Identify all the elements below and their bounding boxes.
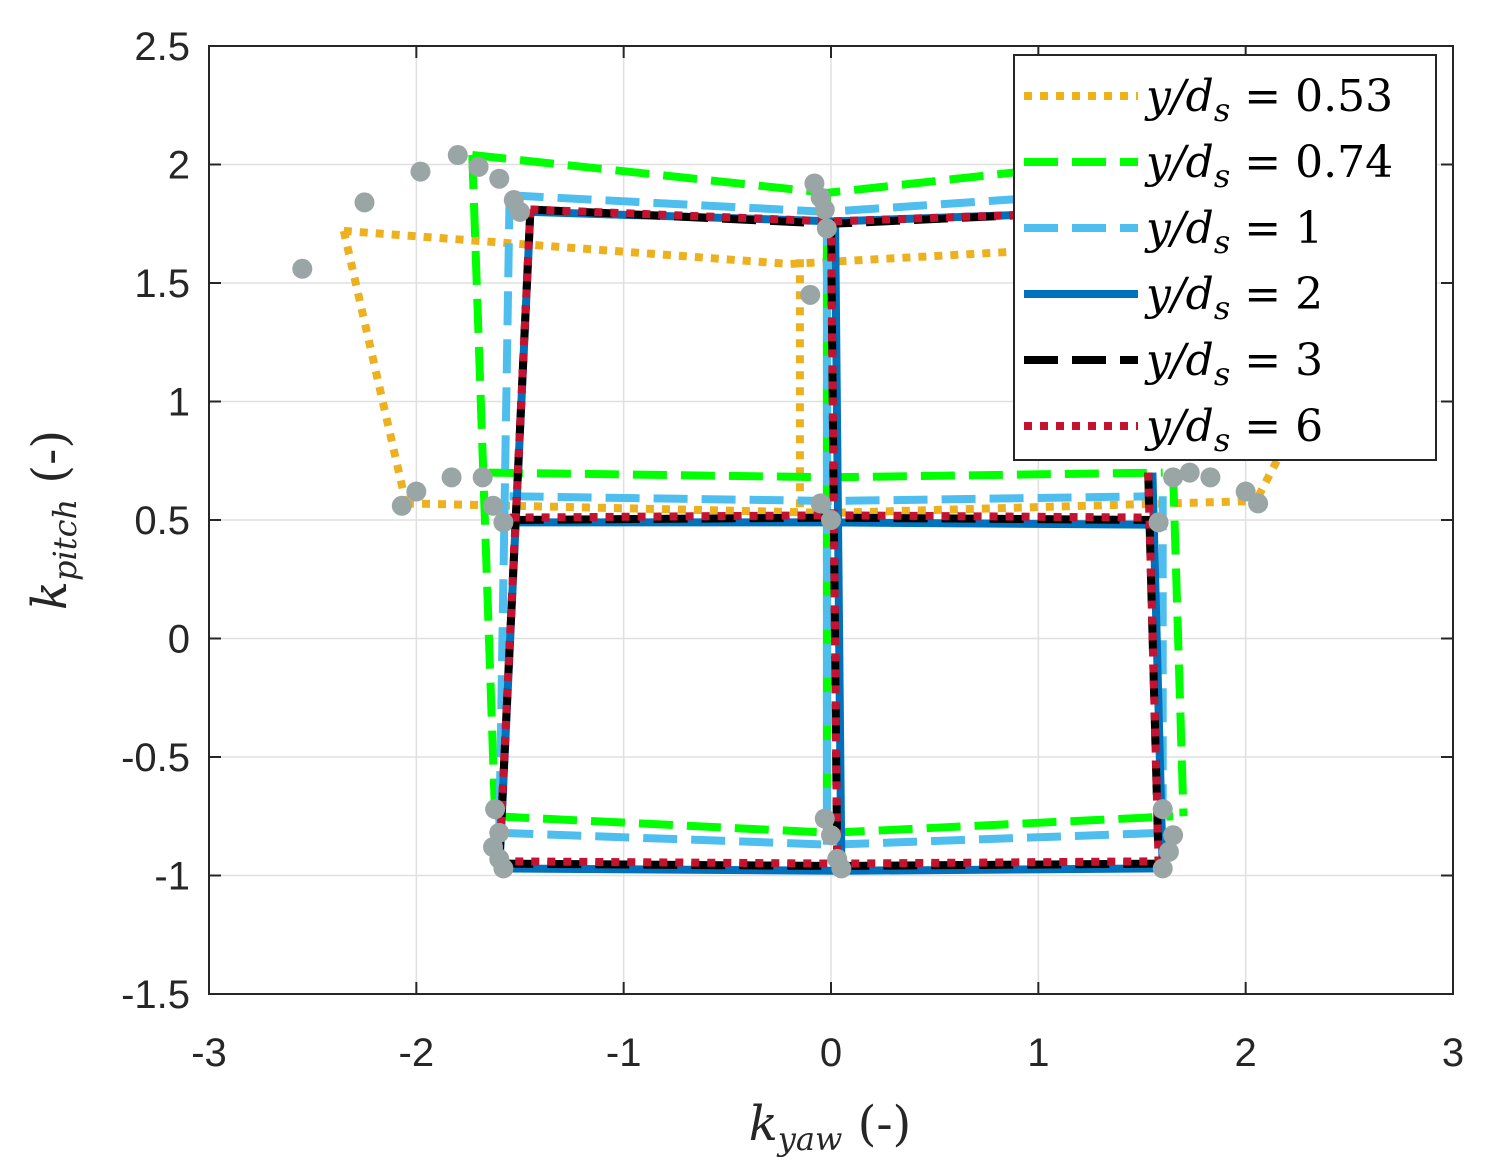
marker-point bbox=[1248, 493, 1269, 514]
series-line bbox=[1169, 472, 1188, 817]
legend-label-2: y/ds = 1 bbox=[1144, 203, 1323, 261]
series-line bbox=[1144, 472, 1163, 862]
marker-point bbox=[814, 808, 835, 829]
legend-label-sub: s bbox=[1214, 289, 1230, 327]
x-axis-label: kyaw (-) bbox=[749, 1096, 912, 1158]
x-tick-label: -1 bbox=[606, 1031, 642, 1075]
x-axis-label-unit: (-) bbox=[842, 1096, 911, 1152]
marker-point bbox=[1200, 467, 1221, 488]
marker-point bbox=[510, 201, 530, 222]
legend-label-sub: s bbox=[1214, 421, 1230, 459]
legend-label-eq: = 0.53 bbox=[1230, 71, 1393, 122]
marker-point bbox=[441, 467, 462, 488]
marker-point bbox=[1148, 512, 1169, 533]
legend-label-sub: s bbox=[1214, 91, 1230, 129]
series-line bbox=[530, 205, 1039, 226]
legend-label-4: y/ds = 3 bbox=[1144, 335, 1323, 393]
marker-point bbox=[292, 258, 313, 279]
marker-point bbox=[1179, 462, 1200, 483]
legend-box bbox=[1013, 54, 1437, 461]
marker-point bbox=[468, 156, 489, 177]
series-line bbox=[827, 221, 842, 864]
y-tick-label: -1 bbox=[154, 855, 190, 899]
marker-point bbox=[1152, 858, 1173, 879]
marker-point bbox=[493, 858, 514, 879]
ticks bbox=[208, 45, 1454, 995]
series-line bbox=[468, 154, 500, 817]
x-tick-label: -2 bbox=[399, 1031, 435, 1075]
marker-point bbox=[406, 481, 427, 502]
series-line bbox=[831, 221, 846, 871]
marker-point bbox=[1152, 799, 1173, 820]
legend-label-main: y/d bbox=[1144, 269, 1214, 320]
x-axis-label-main: k bbox=[749, 1096, 778, 1152]
x-tick-label: 3 bbox=[1442, 1031, 1464, 1075]
legend-label-eq: = 3 bbox=[1230, 335, 1323, 386]
legend-label-5: y/ds = 6 bbox=[1144, 401, 1323, 459]
marker-point bbox=[821, 825, 841, 846]
legend-label-1: y/ds = 0.74 bbox=[1144, 137, 1393, 195]
marker-point bbox=[447, 145, 468, 166]
marker-point bbox=[483, 495, 504, 516]
series-line bbox=[499, 864, 1163, 875]
x-tick-label: 1 bbox=[1027, 1031, 1049, 1075]
marker-layer bbox=[292, 145, 1269, 879]
marker-point bbox=[1163, 825, 1184, 846]
y-axis-label-main: k bbox=[22, 581, 78, 610]
y-tick-label: -0.5 bbox=[121, 736, 190, 780]
legend: y/ds = 0.53y/ds = 0.74y/ds = 1y/ds = 2y/… bbox=[1013, 54, 1437, 461]
legend-label-3: y/ds = 2 bbox=[1144, 269, 1323, 327]
legend-label-eq: = 6 bbox=[1230, 401, 1323, 452]
x-axis-label-sub: yaw bbox=[776, 1120, 843, 1158]
marker-point bbox=[1235, 481, 1256, 502]
legend-label-sub: s bbox=[1214, 223, 1230, 261]
series-line bbox=[495, 209, 535, 862]
legend-label-sub: s bbox=[1214, 157, 1230, 195]
y-tick-label: 1.5 bbox=[134, 262, 190, 306]
marker-point bbox=[489, 168, 510, 189]
legend-label-main: y/d bbox=[1144, 401, 1214, 452]
y-axis-label-unit: (-) bbox=[22, 430, 78, 499]
x-tick-label: 2 bbox=[1235, 1031, 1257, 1075]
legend-label-main: y/d bbox=[1144, 137, 1214, 188]
x-tick-label: -3 bbox=[191, 1031, 227, 1075]
marker-point bbox=[800, 284, 821, 305]
marker-point bbox=[1163, 467, 1184, 488]
marker-point bbox=[816, 218, 837, 239]
y-axis-label: kpitch (-) bbox=[22, 430, 84, 610]
legend-label-eq: = 0.74 bbox=[1230, 137, 1393, 188]
y-tick-label: -1.5 bbox=[121, 973, 190, 1017]
marker-point bbox=[1158, 841, 1179, 862]
marker-point bbox=[354, 192, 375, 213]
legend-label-main: y/d bbox=[1144, 203, 1214, 254]
marker-point bbox=[810, 493, 831, 514]
marker-point bbox=[472, 467, 493, 488]
tick-labels: -3 -2 -1 0 1 2 3 -1.5 -1 -0.5 0 0.5 1 1.5 2 2.5 bbox=[121, 25, 1464, 1075]
marker-point bbox=[814, 199, 835, 220]
legend-label-sub: s bbox=[1214, 355, 1230, 393]
series-line bbox=[343, 226, 1309, 268]
legend-label-eq: = 2 bbox=[1230, 269, 1323, 320]
marker-point bbox=[493, 512, 514, 533]
y-tick-label: 0 bbox=[168, 618, 190, 662]
y-axis-label-sub: pitch bbox=[46, 499, 84, 581]
series-line bbox=[499, 828, 1163, 849]
legend-label-main: y/d bbox=[1144, 71, 1214, 122]
y-tick-label: 2 bbox=[168, 144, 190, 188]
series-line bbox=[405, 497, 1257, 517]
marker-point bbox=[821, 510, 841, 530]
x-tick-label: 0 bbox=[820, 1031, 842, 1075]
y-tick-label: 0.5 bbox=[134, 499, 190, 543]
marker-point bbox=[831, 858, 852, 879]
marker-point bbox=[485, 799, 506, 820]
legend-label-0: y/ds = 0.53 bbox=[1144, 71, 1393, 129]
y-tick-label: 1 bbox=[168, 381, 190, 425]
legend-label-main: y/d bbox=[1144, 335, 1214, 386]
y-tick-label: 2.5 bbox=[134, 25, 190, 69]
marker-point bbox=[410, 161, 431, 182]
marker-point bbox=[391, 495, 412, 516]
legend-label-eq: = 1 bbox=[1230, 203, 1323, 254]
